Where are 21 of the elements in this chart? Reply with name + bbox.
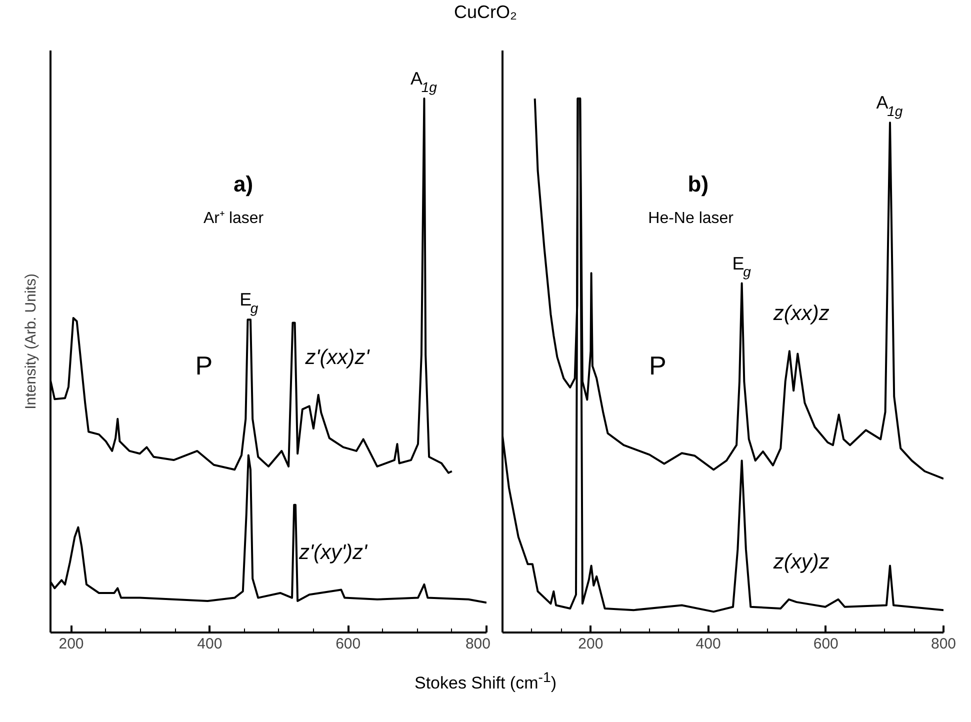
series-label: z(xy)z — [772, 550, 830, 574]
series-label: z'(xx)z' — [304, 346, 370, 370]
series-label: z'(xy')z' — [298, 540, 368, 564]
x-axis-title: Stokes Shift (cm$^{-1}$) — [413, 669, 558, 695]
annotation: b) — [688, 171, 709, 196]
x-tick-label: 600 — [813, 636, 838, 652]
annotation: P — [649, 350, 666, 381]
x-tick-label: 800 — [930, 636, 956, 652]
annotation: P — [195, 350, 213, 381]
chart-title: CuCrO₂ — [453, 1, 518, 24]
x-tick-label: 200 — [578, 636, 604, 652]
x-tick-label: 200 — [58, 636, 84, 652]
x-tick-label: 400 — [696, 636, 721, 652]
x-tick-label: 800 — [465, 636, 491, 652]
x-tick-label: 400 — [197, 636, 222, 652]
x-tick-label: 600 — [336, 636, 361, 652]
series-label: z(xx)z — [772, 302, 830, 326]
annotation: a) — [234, 171, 254, 196]
y-axis-title: Intensity (Arb. Units) — [22, 274, 40, 410]
annotation: He-Ne laser — [648, 210, 734, 228]
annotation: Ar⁺ laser — [204, 210, 264, 228]
